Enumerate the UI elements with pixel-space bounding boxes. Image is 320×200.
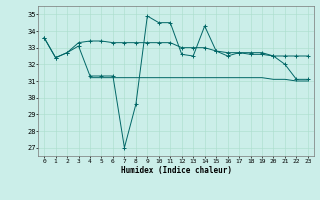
X-axis label: Humidex (Indice chaleur): Humidex (Indice chaleur) (121, 166, 231, 175)
